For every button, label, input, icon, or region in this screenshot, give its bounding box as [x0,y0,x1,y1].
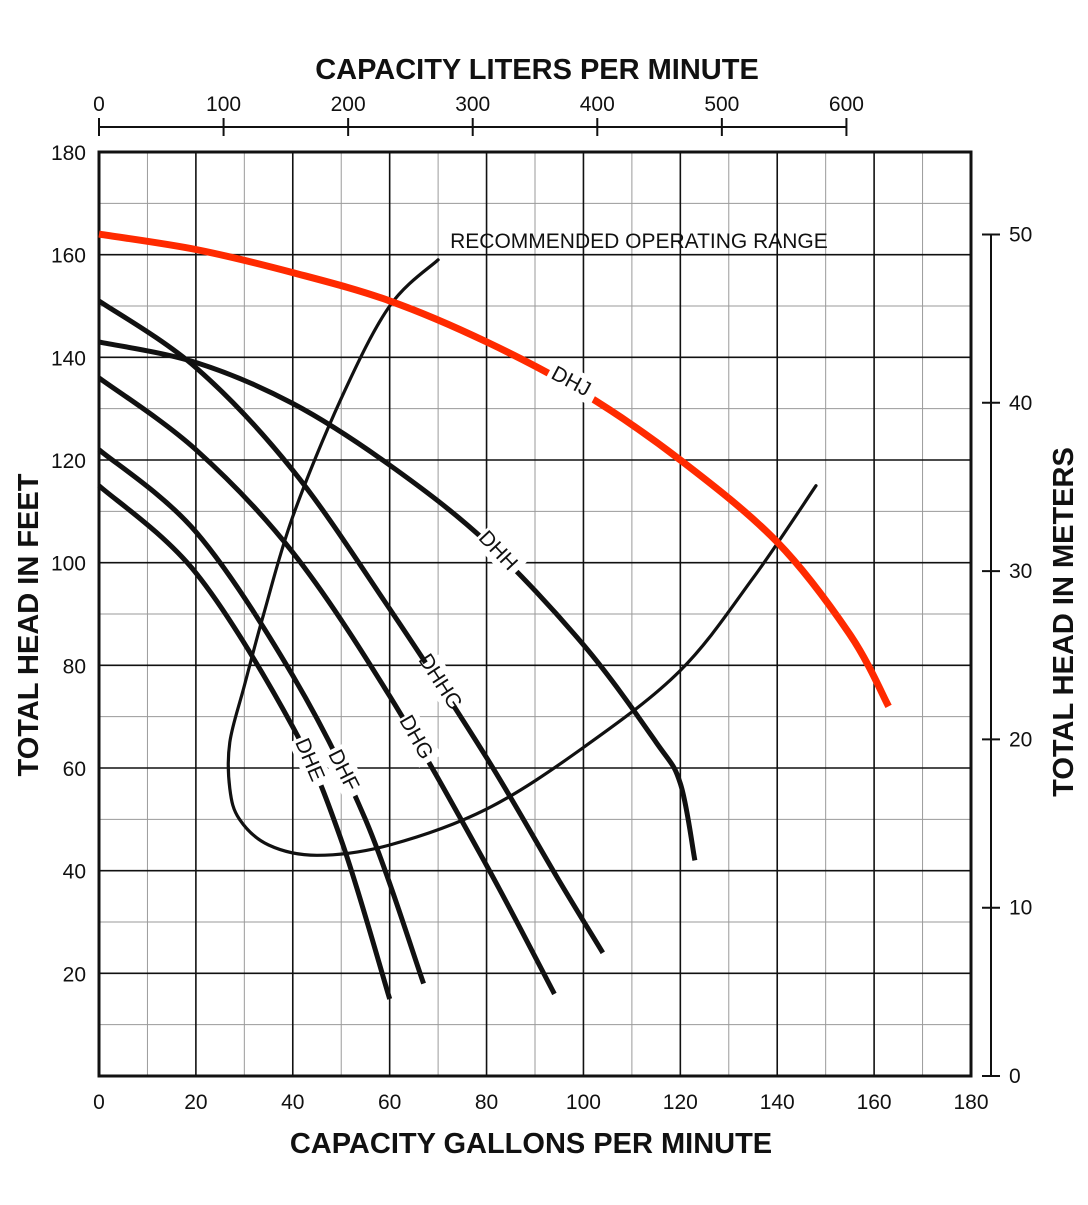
top-axis-tick-label: 200 [331,93,366,116]
top-axis-title: CAPACITY LITERS PER MINUTE [315,54,759,86]
left-axis-tick-label: 100 [51,553,86,576]
bottom-axis-tick-label: 60 [378,1091,401,1114]
plot-frame [97,150,973,1078]
curve-dhh [98,339,698,861]
left-axis-tick-label: 60 [63,758,86,781]
left-axis-tick-label: 140 [51,347,86,370]
top-axis-tick-label: 300 [455,93,490,116]
top-axis-tick-label: 0 [93,93,105,116]
top-axis-tick-label: 100 [206,93,241,116]
curve-label-bg [288,732,334,791]
left-axis-tick-label: 120 [51,450,86,473]
operating-range-curve [226,258,818,857]
minor-grid [99,152,971,1076]
left-axis-tick-label: 160 [51,245,86,268]
curve-dhe [97,483,393,1000]
bottom-axis-tick-label: 80 [475,1091,498,1114]
left-axis-tick-label: 180 [51,142,86,165]
bottom-axis-tick-label: 40 [281,1091,304,1114]
bottom-axis-tick-label: 100 [566,1091,601,1114]
right-axis-meters: 0 10 20 30 40 50 [982,223,1032,1088]
operating-range-layer: RECOMMENDED OPERATING RANGE [226,230,828,857]
top-axis-tick-label: 400 [580,93,615,116]
curve-dhg [97,375,557,996]
curve-label-bg [543,358,603,406]
curve-label-bg [472,523,528,580]
bottom-axis-tick-label: 120 [663,1091,698,1114]
right-axis-tick-label: 10 [1009,897,1032,920]
top-axis-tick-label: 500 [704,93,739,116]
right-axis-tick-label: 20 [1009,728,1032,751]
left-axis-title: TOTAL HEAD IN FEET [13,473,45,776]
pump-curves [97,230,892,1000]
bottom-axis-tick-label: 160 [857,1091,892,1114]
right-axis-tick-label: 0 [1009,1065,1021,1088]
top-axis-tick-label: 600 [829,93,864,116]
bottom-axis-title: CAPACITY GALLONS PER MINUTE [290,1128,772,1160]
curve-label-bg [393,709,442,768]
left-axis-tick-label: 20 [63,963,86,986]
curve-label-bg [321,742,369,801]
curve-dhj [98,230,892,709]
right-axis-tick-label: 30 [1009,560,1032,583]
curve-dhhg [97,298,605,955]
right-axis-tick-label: 40 [1009,392,1032,415]
top-axis-liters: 0 100 200 300 400 500 600 [93,93,864,136]
bottom-axis-tick-label: 140 [760,1091,795,1114]
left-axis-tick-label: 80 [63,655,86,678]
bottom-axis-tick-label: 20 [184,1091,207,1114]
curve-label-bg [416,654,467,713]
right-axis-title: TOTAL HEAD IN METERS [1048,447,1080,797]
left-axis-feet: 20 40 60 80 100 120 140 160 180 [51,142,86,986]
left-axis-tick-label: 40 [63,861,86,884]
operating-range-label: RECOMMENDED OPERATING RANGE [450,230,828,253]
bottom-axis-gallons: 0 20 40 60 80 100 120 140 160 180 [93,1091,988,1114]
bottom-axis-tick-label: 0 [93,1091,105,1114]
right-axis-tick-label: 50 [1009,223,1032,246]
bottom-axis-tick-label: 180 [953,1091,988,1114]
curve-dhf [97,447,426,985]
